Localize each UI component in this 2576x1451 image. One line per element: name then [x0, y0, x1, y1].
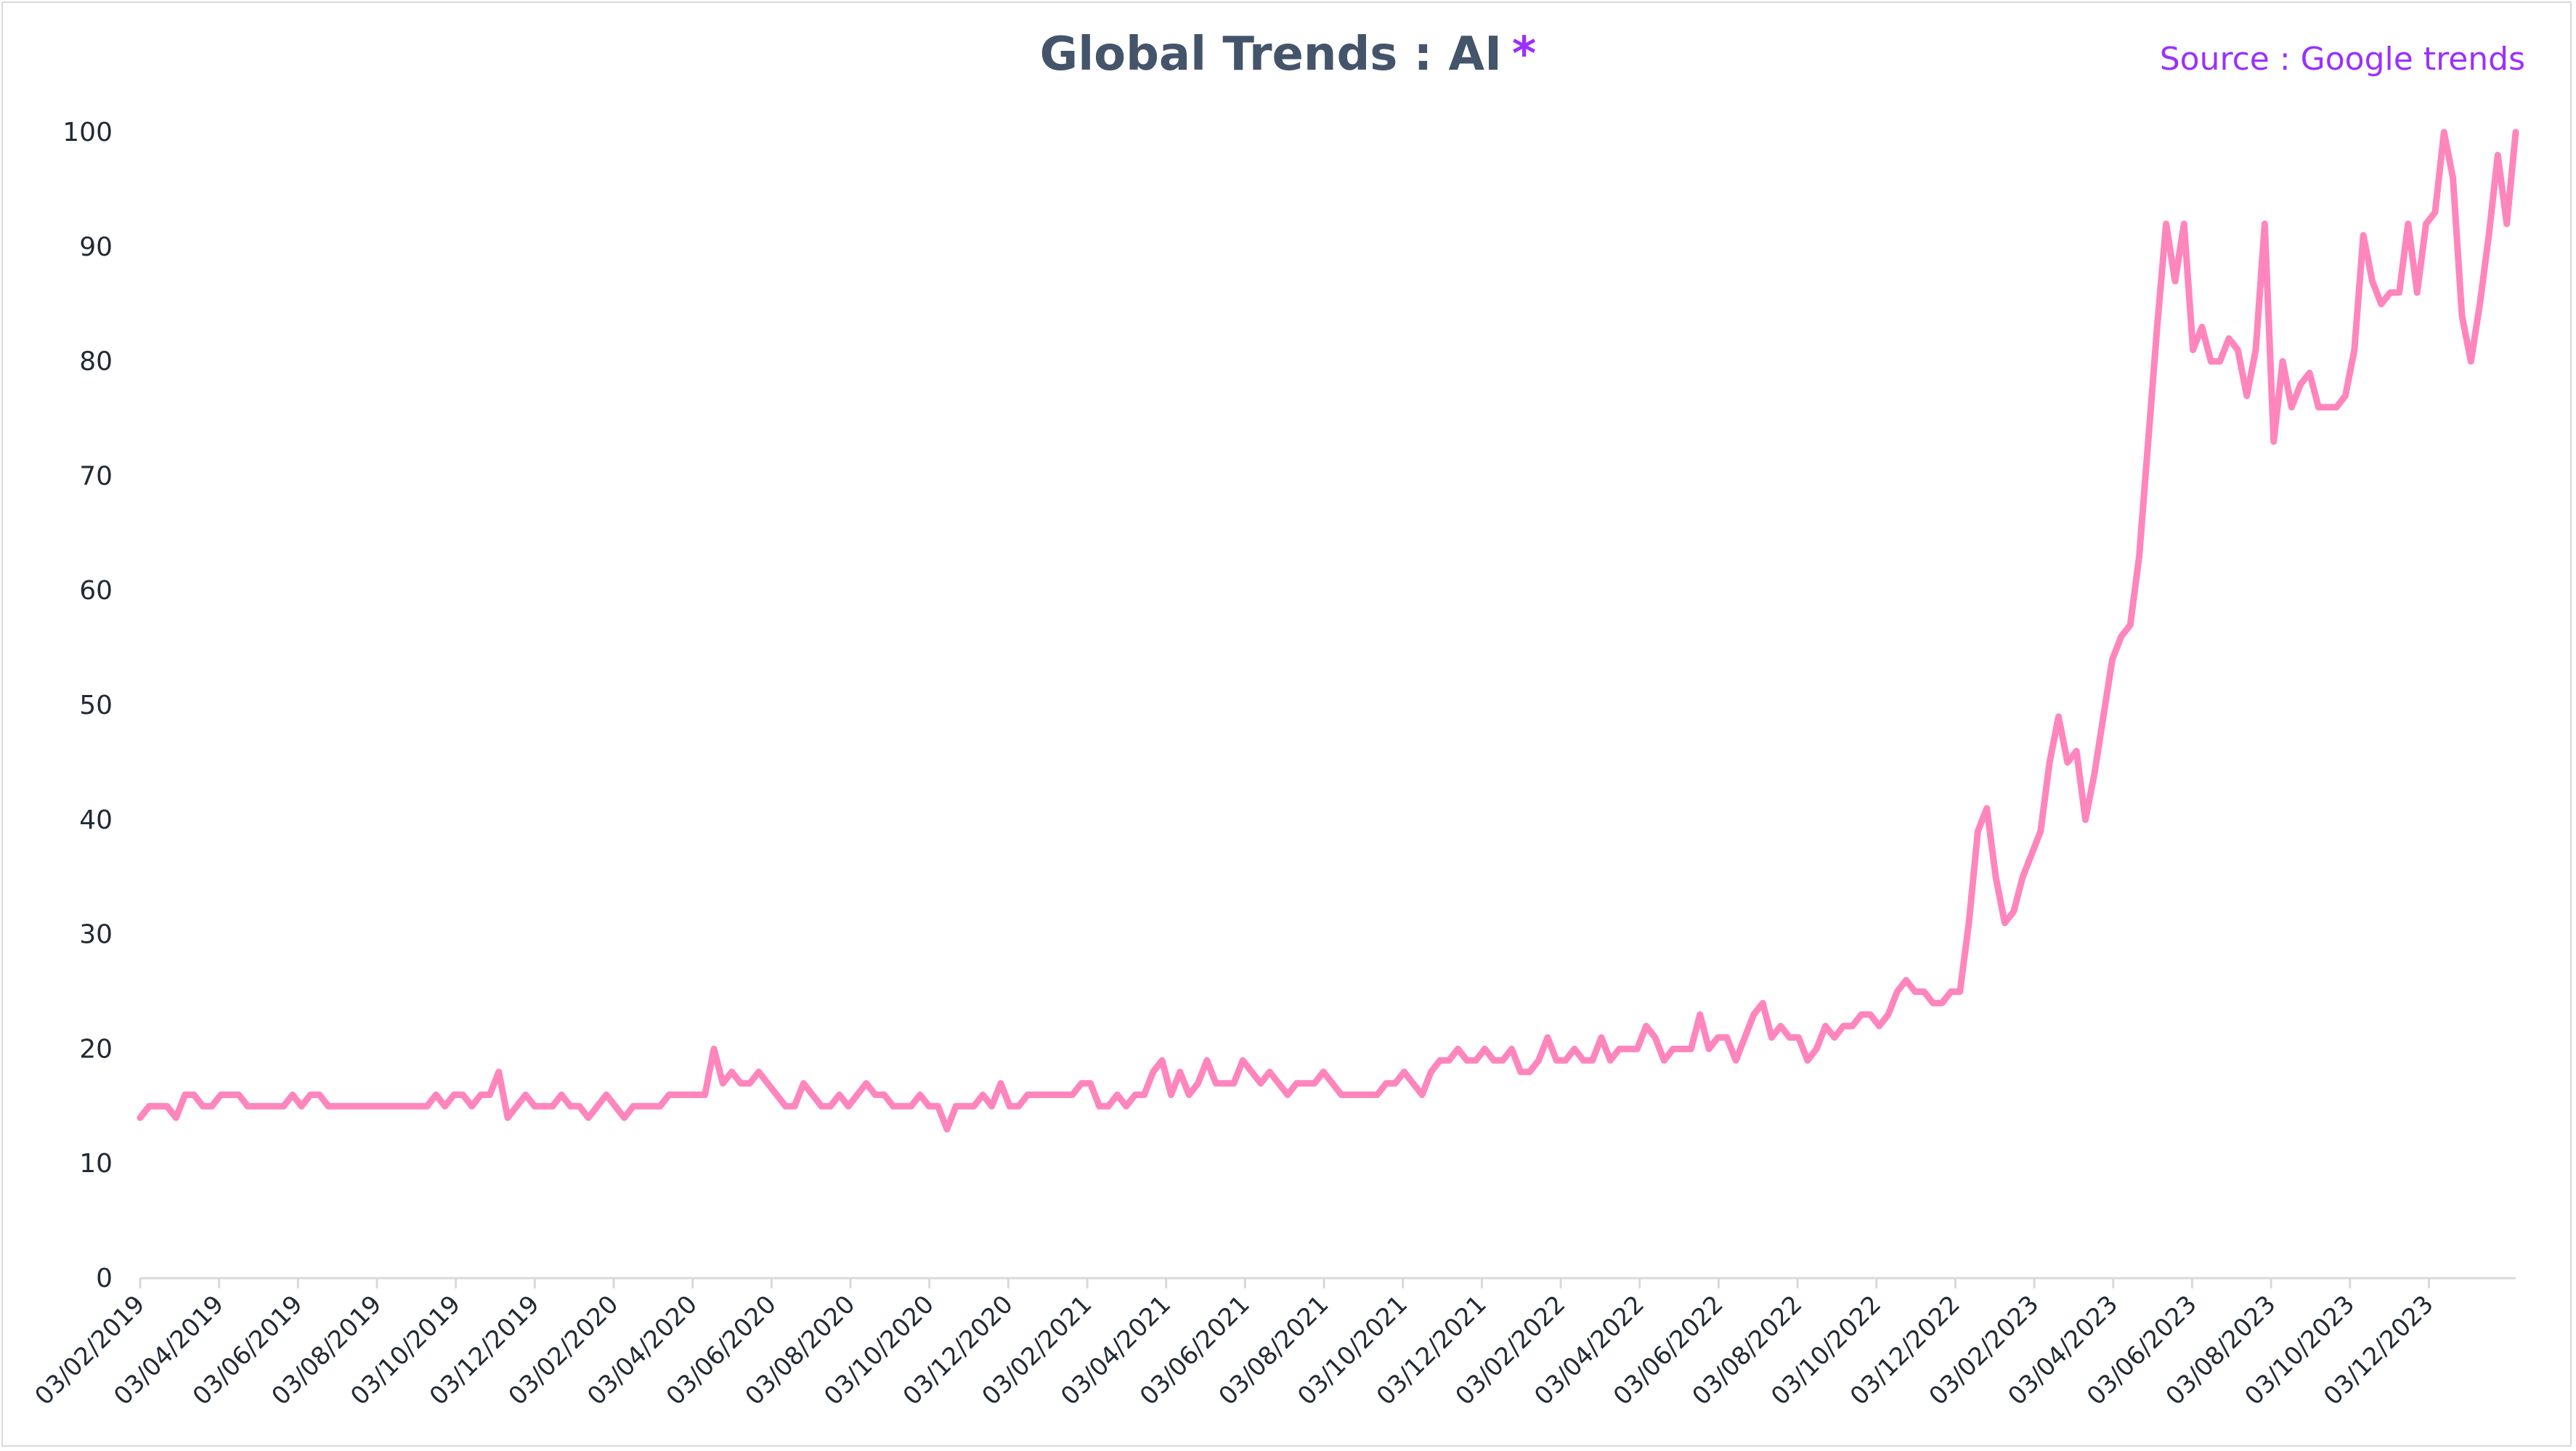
y-tick-label: 20 — [79, 1034, 113, 1064]
title-asterisk: * — [1511, 28, 1537, 81]
source-label: Source : Google trends — [2159, 41, 2525, 78]
y-tick-label: 40 — [79, 805, 113, 835]
y-tick-label: 30 — [79, 920, 113, 950]
y-tick-label: 50 — [79, 691, 113, 720]
series-line — [137, 129, 2519, 1133]
y-tick-label: 100 — [62, 118, 113, 147]
y-tick-label: 0 — [96, 1264, 113, 1293]
chart-title: Global Trends : AI * — [0, 28, 2576, 81]
y-tick-label: 10 — [79, 1149, 113, 1179]
series-layer — [137, 129, 2519, 1133]
y-tick-label: 90 — [79, 232, 113, 262]
y-tick-label: 70 — [79, 461, 113, 491]
y-tick-label: 80 — [79, 347, 113, 377]
chart-title-text: Global Trends : AI — [1039, 28, 1502, 81]
y-axis-labels: 0 10 20 30 40 50 60 70 80 90 100 — [62, 118, 113, 1293]
y-tick-label: 60 — [79, 576, 113, 606]
x-axis: 03/02/201903/04/201903/06/201903/08/2019… — [30, 1277, 2516, 1411]
